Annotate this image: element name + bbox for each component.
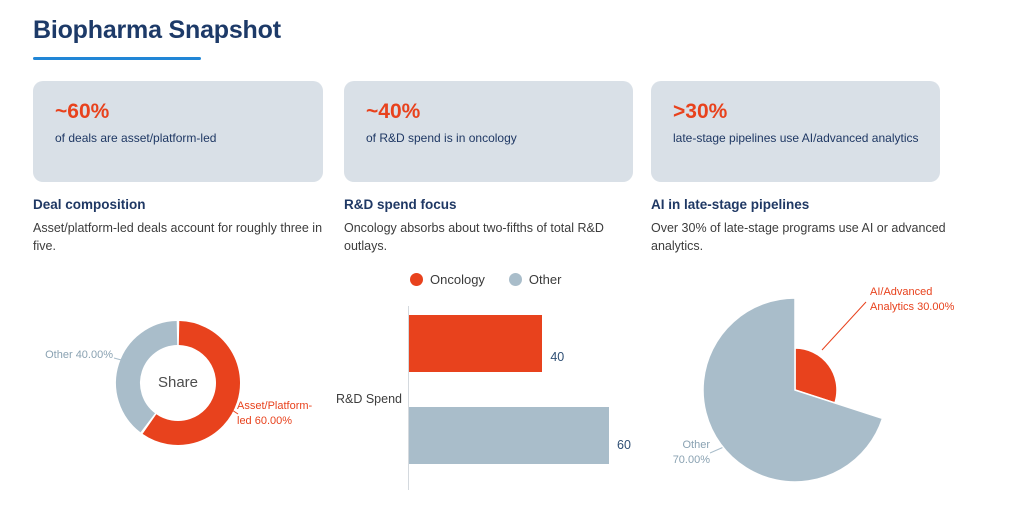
bar-value-label-other: 60 <box>617 438 631 452</box>
bar-chart-legend: Oncology Other <box>410 272 561 287</box>
title-underline <box>33 57 201 60</box>
section-heading-ai-pipelines: AI in late-stage pipelines <box>651 197 810 212</box>
legend-item-other[interactable]: Other <box>508 272 562 287</box>
oncology-legend-dot-icon <box>410 273 423 286</box>
donut-callout-other: Other 40.00% <box>45 349 113 361</box>
donut-chart-share <box>113 321 240 445</box>
section-body: Over 30% of late-stage programs use AI o… <box>651 221 946 254</box>
section-body: Asset/platform-led deals account for rou… <box>33 221 323 254</box>
pie-callout-ai: AI/Advanced Analytics 30.00% <box>870 286 955 313</box>
bar-chart-y-axis <box>408 306 409 490</box>
donut-callout-asset: Asset/Platform-led 60.00% <box>237 400 313 427</box>
stat-card-deals: ~60% of deals are asset/platform-led <box>33 81 323 182</box>
legend-item-oncology[interactable]: Oncology <box>410 272 485 287</box>
bar-chart-category-label: R&D Spend <box>335 392 402 406</box>
stat-desc: of R&D spend is in oncology <box>366 131 517 145</box>
pie-callout-line-ai <box>821 301 867 351</box>
pie-callout-other: Other 70.00% <box>672 439 710 466</box>
legend-label: Other <box>528 272 562 287</box>
bar-value-label-oncology: 40 <box>550 350 565 364</box>
other-legend-dot-icon <box>508 273 522 286</box>
stat-card-rnd: ~40% of R&D spend is in oncology <box>344 81 633 182</box>
page-title: Biopharma Snapshot <box>33 16 281 44</box>
stat-desc: late-stage pipelines use AI/advanced ana… <box>673 131 919 145</box>
donut-segment-asset-platform-led <box>142 321 240 445</box>
bar-other <box>409 407 609 464</box>
stat-value: >30% <box>673 100 728 123</box>
pie-slice-ai-advanced-analytics <box>794 347 838 404</box>
stat-value: ~40% <box>366 100 421 123</box>
stat-value: ~60% <box>55 100 110 123</box>
donut-segment-other <box>116 321 178 433</box>
section-body: Oncology absorbs about two-fifths of tot… <box>344 221 604 254</box>
section-heading-deal-composition: Deal composition <box>33 197 146 212</box>
section-heading-rnd-spend-focus: R&D spend focus <box>344 197 457 212</box>
legend-label: Oncology <box>430 272 485 287</box>
stat-card-ai: >30% late-stage pipelines use AI/advance… <box>651 81 940 182</box>
pie-chart-ai <box>702 297 884 483</box>
stat-desc: of deals are asset/platform-led <box>55 131 217 145</box>
bar-oncology <box>409 315 543 372</box>
pie-slice-other <box>702 297 884 483</box>
donut-center-label: Share <box>157 374 199 391</box>
